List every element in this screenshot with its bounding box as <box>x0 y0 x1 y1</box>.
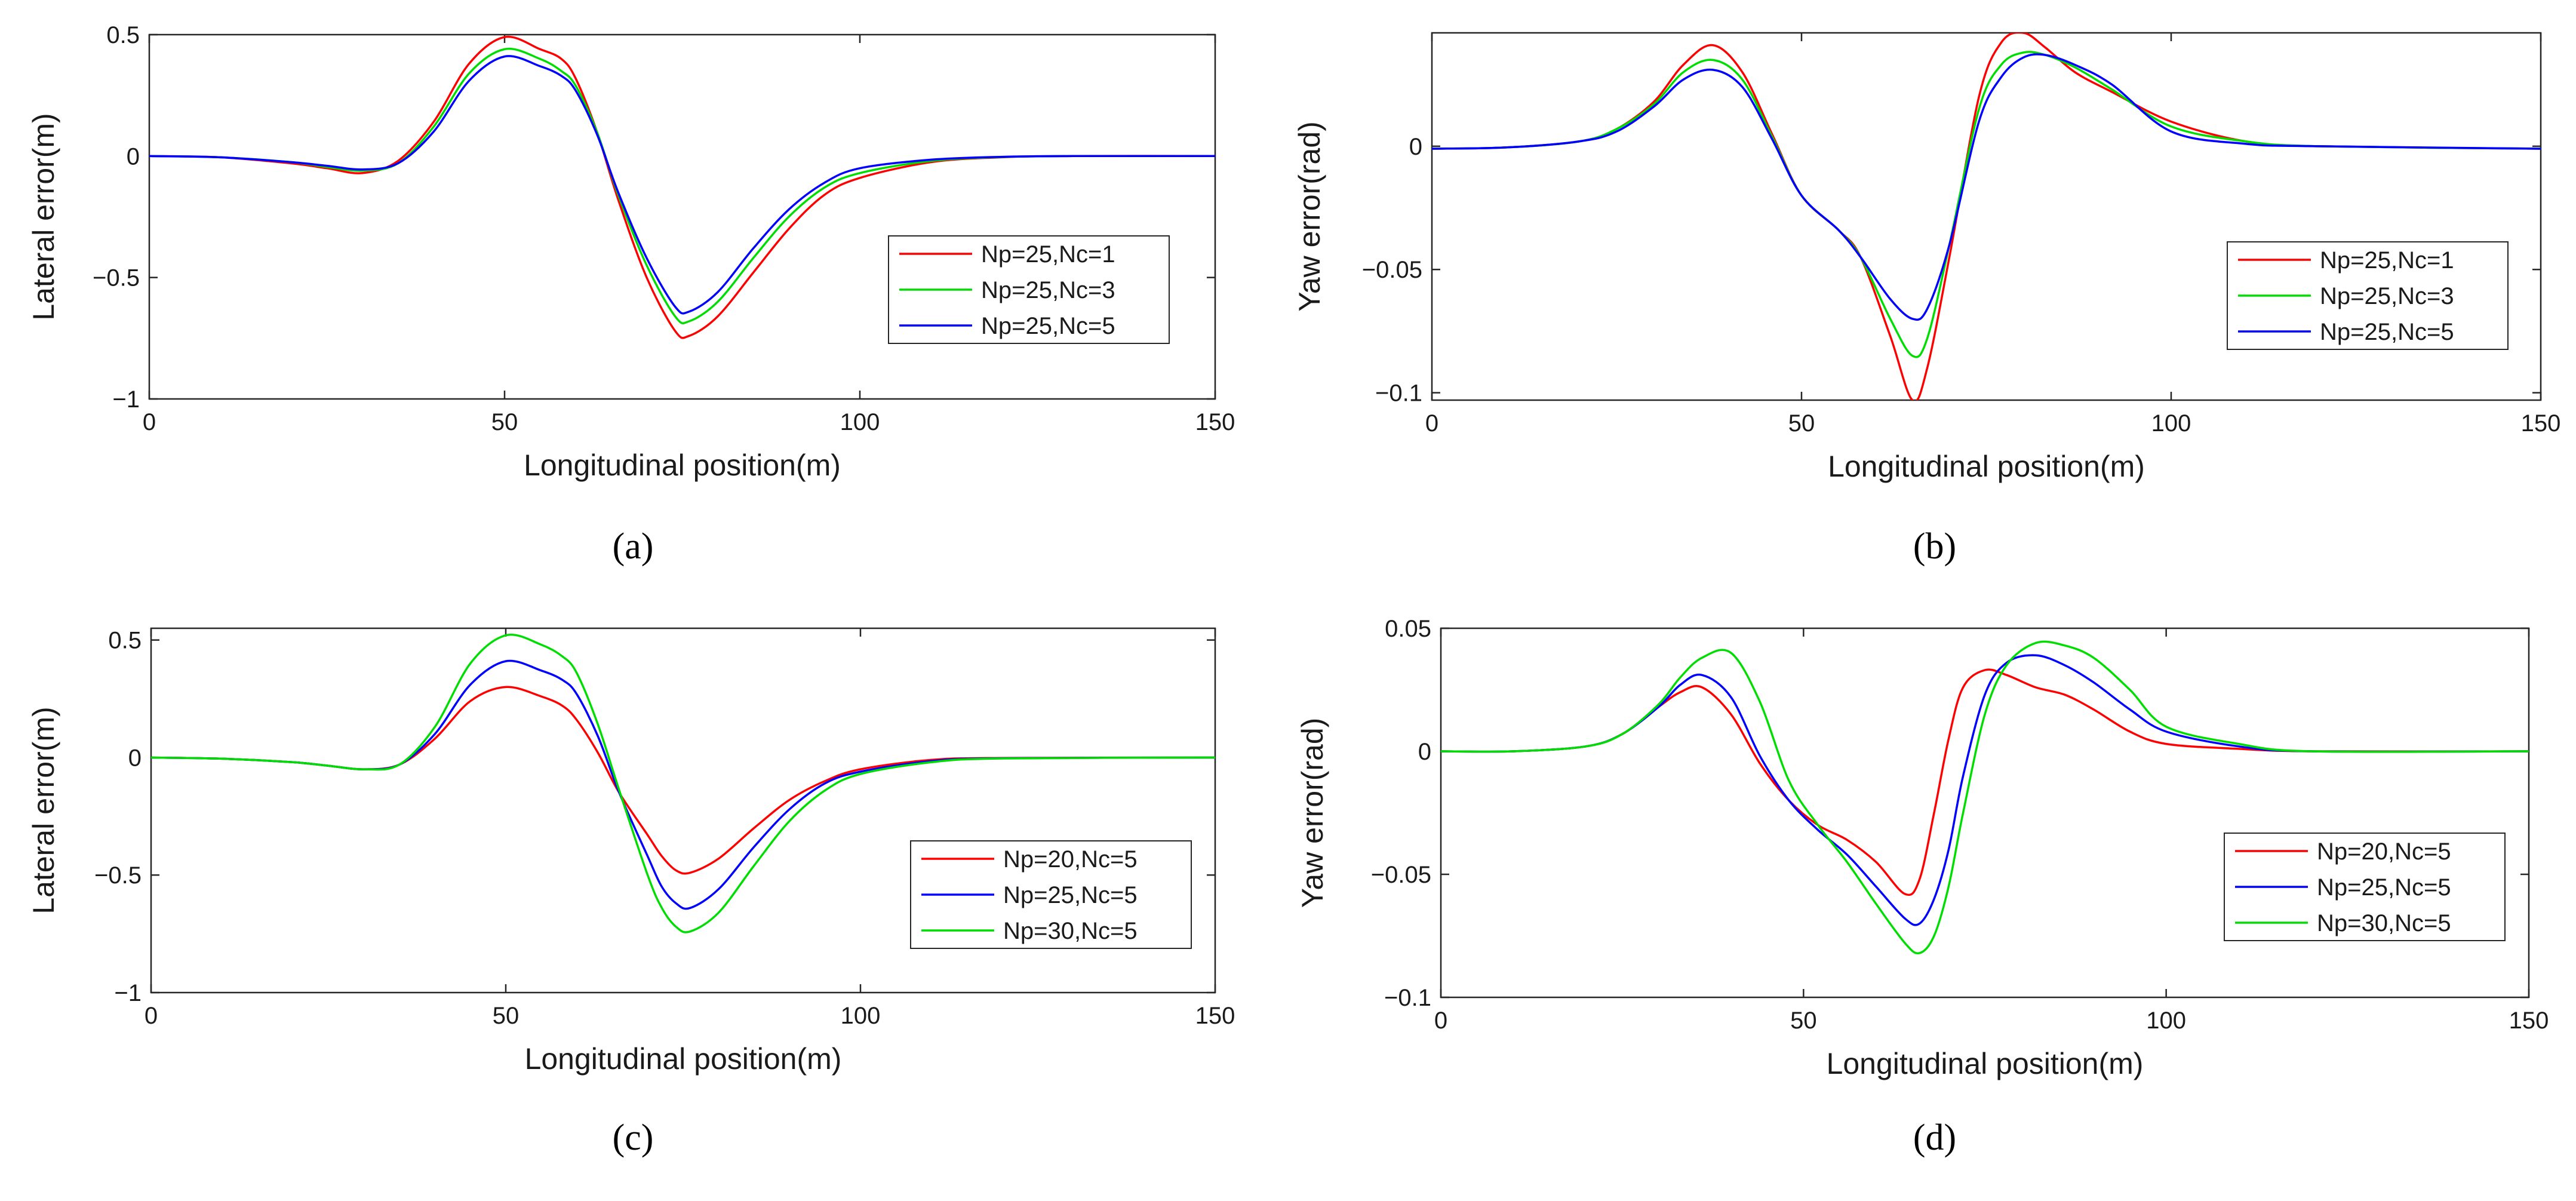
y-tick-label: 0 <box>127 143 140 170</box>
y-axis-label: Lateral error(m) <box>27 113 60 320</box>
x-tick-label: 100 <box>841 1003 881 1029</box>
series-line-1 <box>149 35 1215 339</box>
plot-frame <box>1440 627 2530 999</box>
legend-label: Np=25,Nc=3 <box>2320 283 2454 309</box>
series-line-3 <box>1432 53 2541 321</box>
y-tick-label: −0.05 <box>1362 257 1422 283</box>
x-axis-label: Longitudinal position(m) <box>524 449 841 482</box>
x-tick-label: 150 <box>2521 410 2561 437</box>
legend-label: Np=25,Nc=5 <box>2320 319 2454 345</box>
y-tick-label: −0.1 <box>1384 985 1431 1011</box>
legend-label: Np=25,Nc=1 <box>2320 247 2454 274</box>
x-tick-label: 0 <box>145 1003 158 1029</box>
legend: Np=20,Nc=5 Np=25,Nc=5 Np=30,Nc=5 <box>2224 833 2506 941</box>
y-tick-label: 0.5 <box>106 22 140 48</box>
legend-label: Np=25,Nc=5 <box>2317 874 2451 901</box>
legend-label: Np=25,Nc=5 <box>981 313 1115 339</box>
y-tick-label: −0.5 <box>93 265 140 291</box>
x-tick-label: 100 <box>840 409 880 435</box>
legend: Np=25,Nc=1 Np=25,Nc=3 Np=25,Nc=5 <box>888 235 1170 344</box>
legend-label: Np=20,Nc=5 <box>1003 846 1138 873</box>
legend-label: Np=20,Nc=5 <box>2317 838 2451 865</box>
y-axis-label: Yaw error(rad) <box>1296 718 1329 908</box>
x-tick-label: 50 <box>493 1003 519 1029</box>
x-tick-label: 50 <box>491 409 518 435</box>
y-tick-label: −0.5 <box>94 862 142 889</box>
y-tick-label: −1 <box>114 980 142 1006</box>
legend: Np=25,Nc=1 Np=25,Nc=3 Np=25,Nc=5 <box>2227 241 2509 350</box>
y-tick-label: 0.05 <box>1385 616 1431 642</box>
x-tick-label: 150 <box>1195 1003 1235 1029</box>
y-tick-label: 0 <box>1418 739 1431 765</box>
y-tick-label: 0.5 <box>108 628 142 654</box>
series-line-3 <box>149 55 1215 315</box>
legend-label: Np=25,Nc=5 <box>1003 882 1138 908</box>
y-tick-label: −1 <box>112 386 140 413</box>
x-tick-label: 100 <box>2146 1008 2186 1034</box>
x-axis-label: Longitudinal position(m) <box>525 1042 842 1076</box>
x-tick-label: 150 <box>2509 1008 2549 1034</box>
legend-label: Np=25,Nc=1 <box>981 241 1115 268</box>
chart-panel-d: 0 50 100 150 −0.1 −0.05 0 0.05 Np=20,Nc=5 Np=25,N… <box>1296 616 2549 1158</box>
panel-caption: (d) <box>1913 1117 1956 1158</box>
series-line-1 <box>1432 33 2541 400</box>
x-axis-label: Longitudinal position(m) <box>1828 450 2145 483</box>
x-tick-label: 0 <box>1434 1008 1447 1034</box>
panel-caption: (a) <box>613 526 654 567</box>
series-line-2 <box>1432 51 2541 358</box>
legend: Np=20,Nc=5 Np=25,Nc=5 Np=30,Nc=5 <box>910 840 1192 949</box>
series-line-2 <box>1441 654 2529 926</box>
y-tick-label: 0 <box>128 745 142 771</box>
y-tick-label: 0 <box>1409 134 1422 160</box>
x-tick-label: 100 <box>2151 410 2191 437</box>
series-line-3 <box>151 634 1215 933</box>
chart-panel-a: 0 50 100 150−1−0.500.5Np=25,Nc=1Np=25,Nc=3N… <box>27 22 1235 567</box>
x-tick-label: 150 <box>1195 409 1235 435</box>
x-tick-label: 0 <box>143 409 156 435</box>
chart-panel-c: 0 50 100 150−1−0.500.5Np=20,Nc=5Np=25,Nc=5N… <box>27 628 1235 1158</box>
y-tick-label: −0.1 <box>1375 380 1422 407</box>
x-tick-label: 50 <box>1788 410 1815 437</box>
legend-label: Np=25,Nc=3 <box>981 277 1115 303</box>
plot-frame <box>148 33 1216 400</box>
legend-label: Np=30,Nc=5 <box>2317 910 2451 936</box>
x-tick-label: 50 <box>1790 1008 1817 1034</box>
panel-caption: (c) <box>613 1117 654 1158</box>
y-axis-label: Lateral error(m) <box>27 707 60 914</box>
x-tick-label: 0 <box>1425 410 1438 437</box>
legend-label: Np=30,Nc=5 <box>1003 918 1138 944</box>
chart-panel-b: 0 50 100 150−0.1−0.050Np=25,Nc=1Np=25,Nc=3N… <box>1293 32 2560 567</box>
x-axis-label: Longitudinal position(m) <box>1827 1047 2144 1080</box>
y-tick-label: −0.05 <box>1371 862 1431 888</box>
panel-caption: (b) <box>1913 526 1956 567</box>
y-axis-label: Yaw error(rad) <box>1293 121 1326 312</box>
series-line-3 <box>1441 640 2529 955</box>
